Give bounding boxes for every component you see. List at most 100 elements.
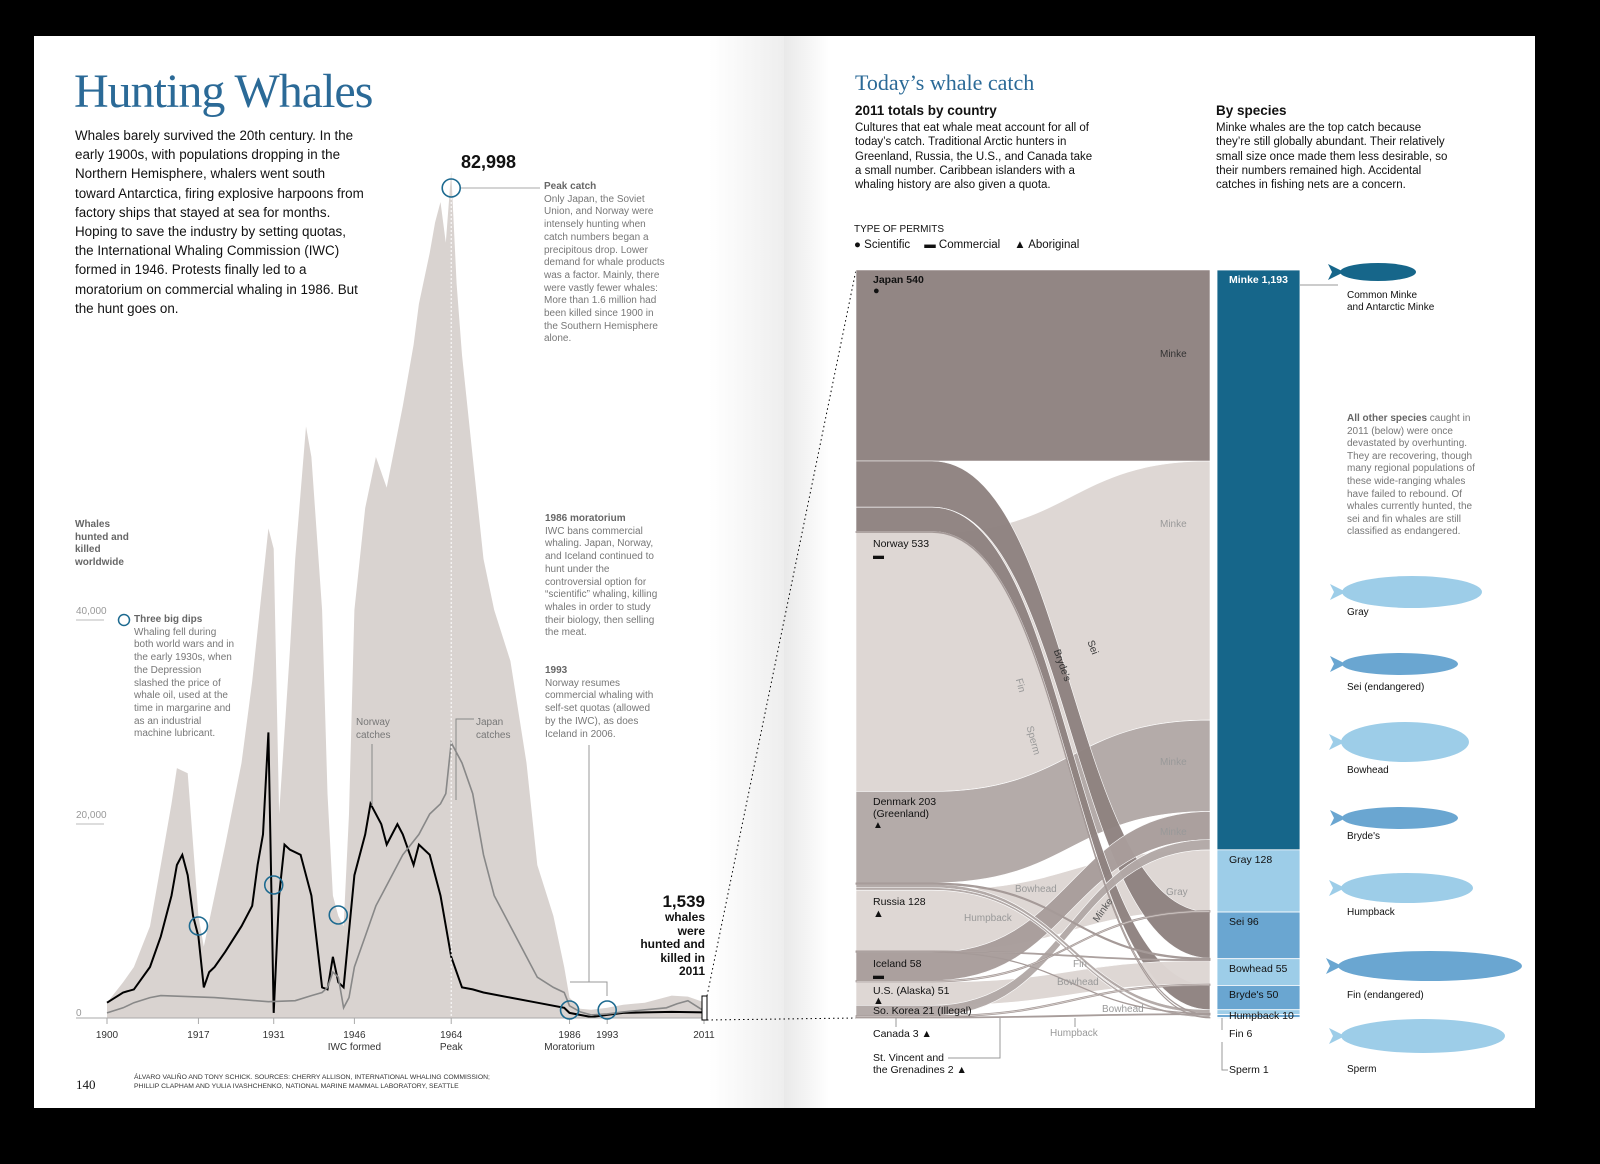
- circle-icon: ●: [854, 239, 861, 251]
- country-leader: [895, 1018, 1076, 1059]
- flow-sokorea-minke: [855, 839, 1211, 1016]
- species-text: Minke whales are the top catch because t…: [1216, 122, 1448, 192]
- legend-commercial: ▬ Commercial: [924, 239, 1000, 251]
- permit-symbol-icon: ●: [873, 285, 880, 297]
- legend-aboriginal: ▲ Aboriginal: [1014, 239, 1079, 251]
- x-tick-label: 1900: [96, 1030, 119, 1041]
- page-title: Hunting Whales: [74, 65, 373, 118]
- species-label-brydes: Bryde's 50: [1229, 989, 1279, 1002]
- species-label-bowhead: Bowhead 55: [1229, 962, 1288, 975]
- legend-scientific: ● Scientific: [854, 239, 910, 251]
- y1993-title: 1993: [545, 665, 568, 676]
- country-label-canada: Canada 3 ▲: [873, 1028, 932, 1040]
- country-label-iceland: Iceland 58: [873, 958, 922, 971]
- highlight-circle: [559, 1000, 580, 1020]
- country-label: (Greenland): [873, 807, 930, 820]
- 2011-box: [701, 995, 708, 1021]
- species-label-sperm: Sperm 1: [1229, 1064, 1269, 1076]
- flow-label-minke: Minke: [1160, 827, 1187, 838]
- norway-catches-line: [106, 732, 705, 1019]
- species-caption-humpback: Humpback: [1347, 907, 1395, 918]
- whale-tail: [1329, 1028, 1345, 1044]
- flow-label-minke: Minke: [1160, 519, 1187, 530]
- x-tick-label: 1986: [558, 1030, 581, 1041]
- page-number: 140: [76, 1077, 96, 1092]
- y-tick-label: 0: [76, 1008, 82, 1019]
- whale-body: [1338, 951, 1522, 981]
- permit-legend: ● Scientific ▬ Commercial ▲ Aboriginal: [854, 239, 1079, 251]
- whale-tail: [1326, 958, 1342, 974]
- flow-label-bowhead: Bowhead: [1057, 977, 1099, 988]
- bar-icon: ▬: [924, 239, 936, 251]
- dips-text: Whaling fell during both world wars and …: [134, 626, 235, 740]
- x-tick-label: 1917: [187, 1030, 210, 1041]
- dips-legend-circle: [117, 613, 131, 627]
- country-label-stvincent: St. Vincent and: [873, 1052, 945, 1064]
- norway-series-label: Norway catches: [356, 717, 391, 741]
- peak-title: Peak catch: [544, 181, 597, 192]
- moratorium-leader: [570, 745, 608, 996]
- species-bar-brydes: [1216, 985, 1301, 1011]
- species-caption-brydes: Bryde's: [1347, 831, 1381, 842]
- whale-humpback-icon: [1329, 873, 1473, 903]
- y1993-annotation: 1993 Norway resumes commercial whaling wi…: [545, 665, 663, 741]
- species-caption-bowhead: Bowhead: [1347, 765, 1389, 776]
- japan-leader: [455, 718, 474, 800]
- x-tick-sublabel: Peak: [440, 1042, 464, 1053]
- total-2011-value: 1,539: [662, 892, 705, 911]
- legend-label: Aboriginal: [1028, 239, 1080, 251]
- other-species-text: caught in 2011 (below) were once devasta…: [1347, 413, 1475, 538]
- species-bar-sei: [1216, 911, 1301, 960]
- species-bar-gray: [1216, 849, 1301, 913]
- peak-annotation: Peak catch Only Japan, the Soviet Union, …: [544, 181, 666, 346]
- country-heading: 2011 totals by country: [855, 103, 997, 118]
- country-label-us: U.S. (Alaska) 51: [873, 984, 950, 997]
- whale-tail: [1330, 810, 1346, 826]
- whale-tail: [1330, 584, 1346, 600]
- y-axis-label: Whales hunted and killed worldwide: [75, 519, 129, 568]
- species-heading: By species: [1216, 103, 1287, 118]
- flow-denmark-sei: [855, 882, 1211, 960]
- triangle-icon: ▲: [1014, 239, 1026, 251]
- highlight-circle: [441, 178, 462, 198]
- x-tick-label: 1931: [263, 1030, 286, 1041]
- whale-minke-icon: [1328, 263, 1416, 281]
- highlight-circle: [263, 875, 284, 895]
- flow-russia-bowhead: [855, 950, 1211, 962]
- flow-canada-bowhead: [855, 983, 1211, 1018]
- whale-fin-icon: [1326, 951, 1522, 981]
- whale-tail: [1329, 880, 1345, 896]
- whale-body: [1342, 653, 1458, 675]
- country-label: Denmark 203: [873, 795, 937, 808]
- country-label-sokorea: So. Korea 21 (Illegal): [873, 1005, 972, 1018]
- species-label-humpback: Humpback 10: [1229, 1009, 1294, 1022]
- country-label-stvincent: the Grenadines 2 ▲: [873, 1064, 967, 1076]
- flow-label-humpback: Humpback: [1050, 1028, 1098, 1039]
- permit-legend-title: TYPE OF PERMITS: [854, 224, 945, 235]
- flow-label-fin: Fin: [1073, 959, 1087, 970]
- y-tick-label: 20,000: [76, 810, 107, 821]
- intro-text: Whales barely survived the 20th century.…: [75, 128, 364, 316]
- whale-body: [1341, 873, 1473, 903]
- peak-text: Only Japan, the Soviet Union, and Norway…: [544, 193, 665, 345]
- species-label-minke: Minke 1,193: [1229, 274, 1288, 286]
- species-label-gray: Gray 128: [1229, 853, 1273, 866]
- country-label-russia: Russia 128: [873, 896, 926, 909]
- species-caption-sei: Sei (endangered): [1347, 682, 1425, 693]
- legend-label: Commercial: [938, 239, 1001, 251]
- whale-tail: [1328, 264, 1344, 280]
- whale-brydes-icon: [1330, 807, 1458, 829]
- moratorium-title: 1986 moratorium: [545, 513, 626, 524]
- right-title: Today’s whale catch: [855, 70, 1035, 95]
- species-caption-sperm: Sperm: [1347, 1064, 1377, 1075]
- total-catch-area: [107, 171, 704, 1018]
- moratorium-annotation: 1986 moratorium IWC bans commercial whali…: [545, 513, 661, 640]
- other-species-note: All other species caught in 2011 (below)…: [1347, 413, 1487, 539]
- peak-value: 82,998: [461, 152, 517, 172]
- whale-sperm-icon: [1329, 1019, 1505, 1053]
- species-bar-sperm: [1216, 1017, 1301, 1019]
- highlight-circle: [188, 916, 209, 936]
- whale-sei-icon: [1330, 653, 1458, 675]
